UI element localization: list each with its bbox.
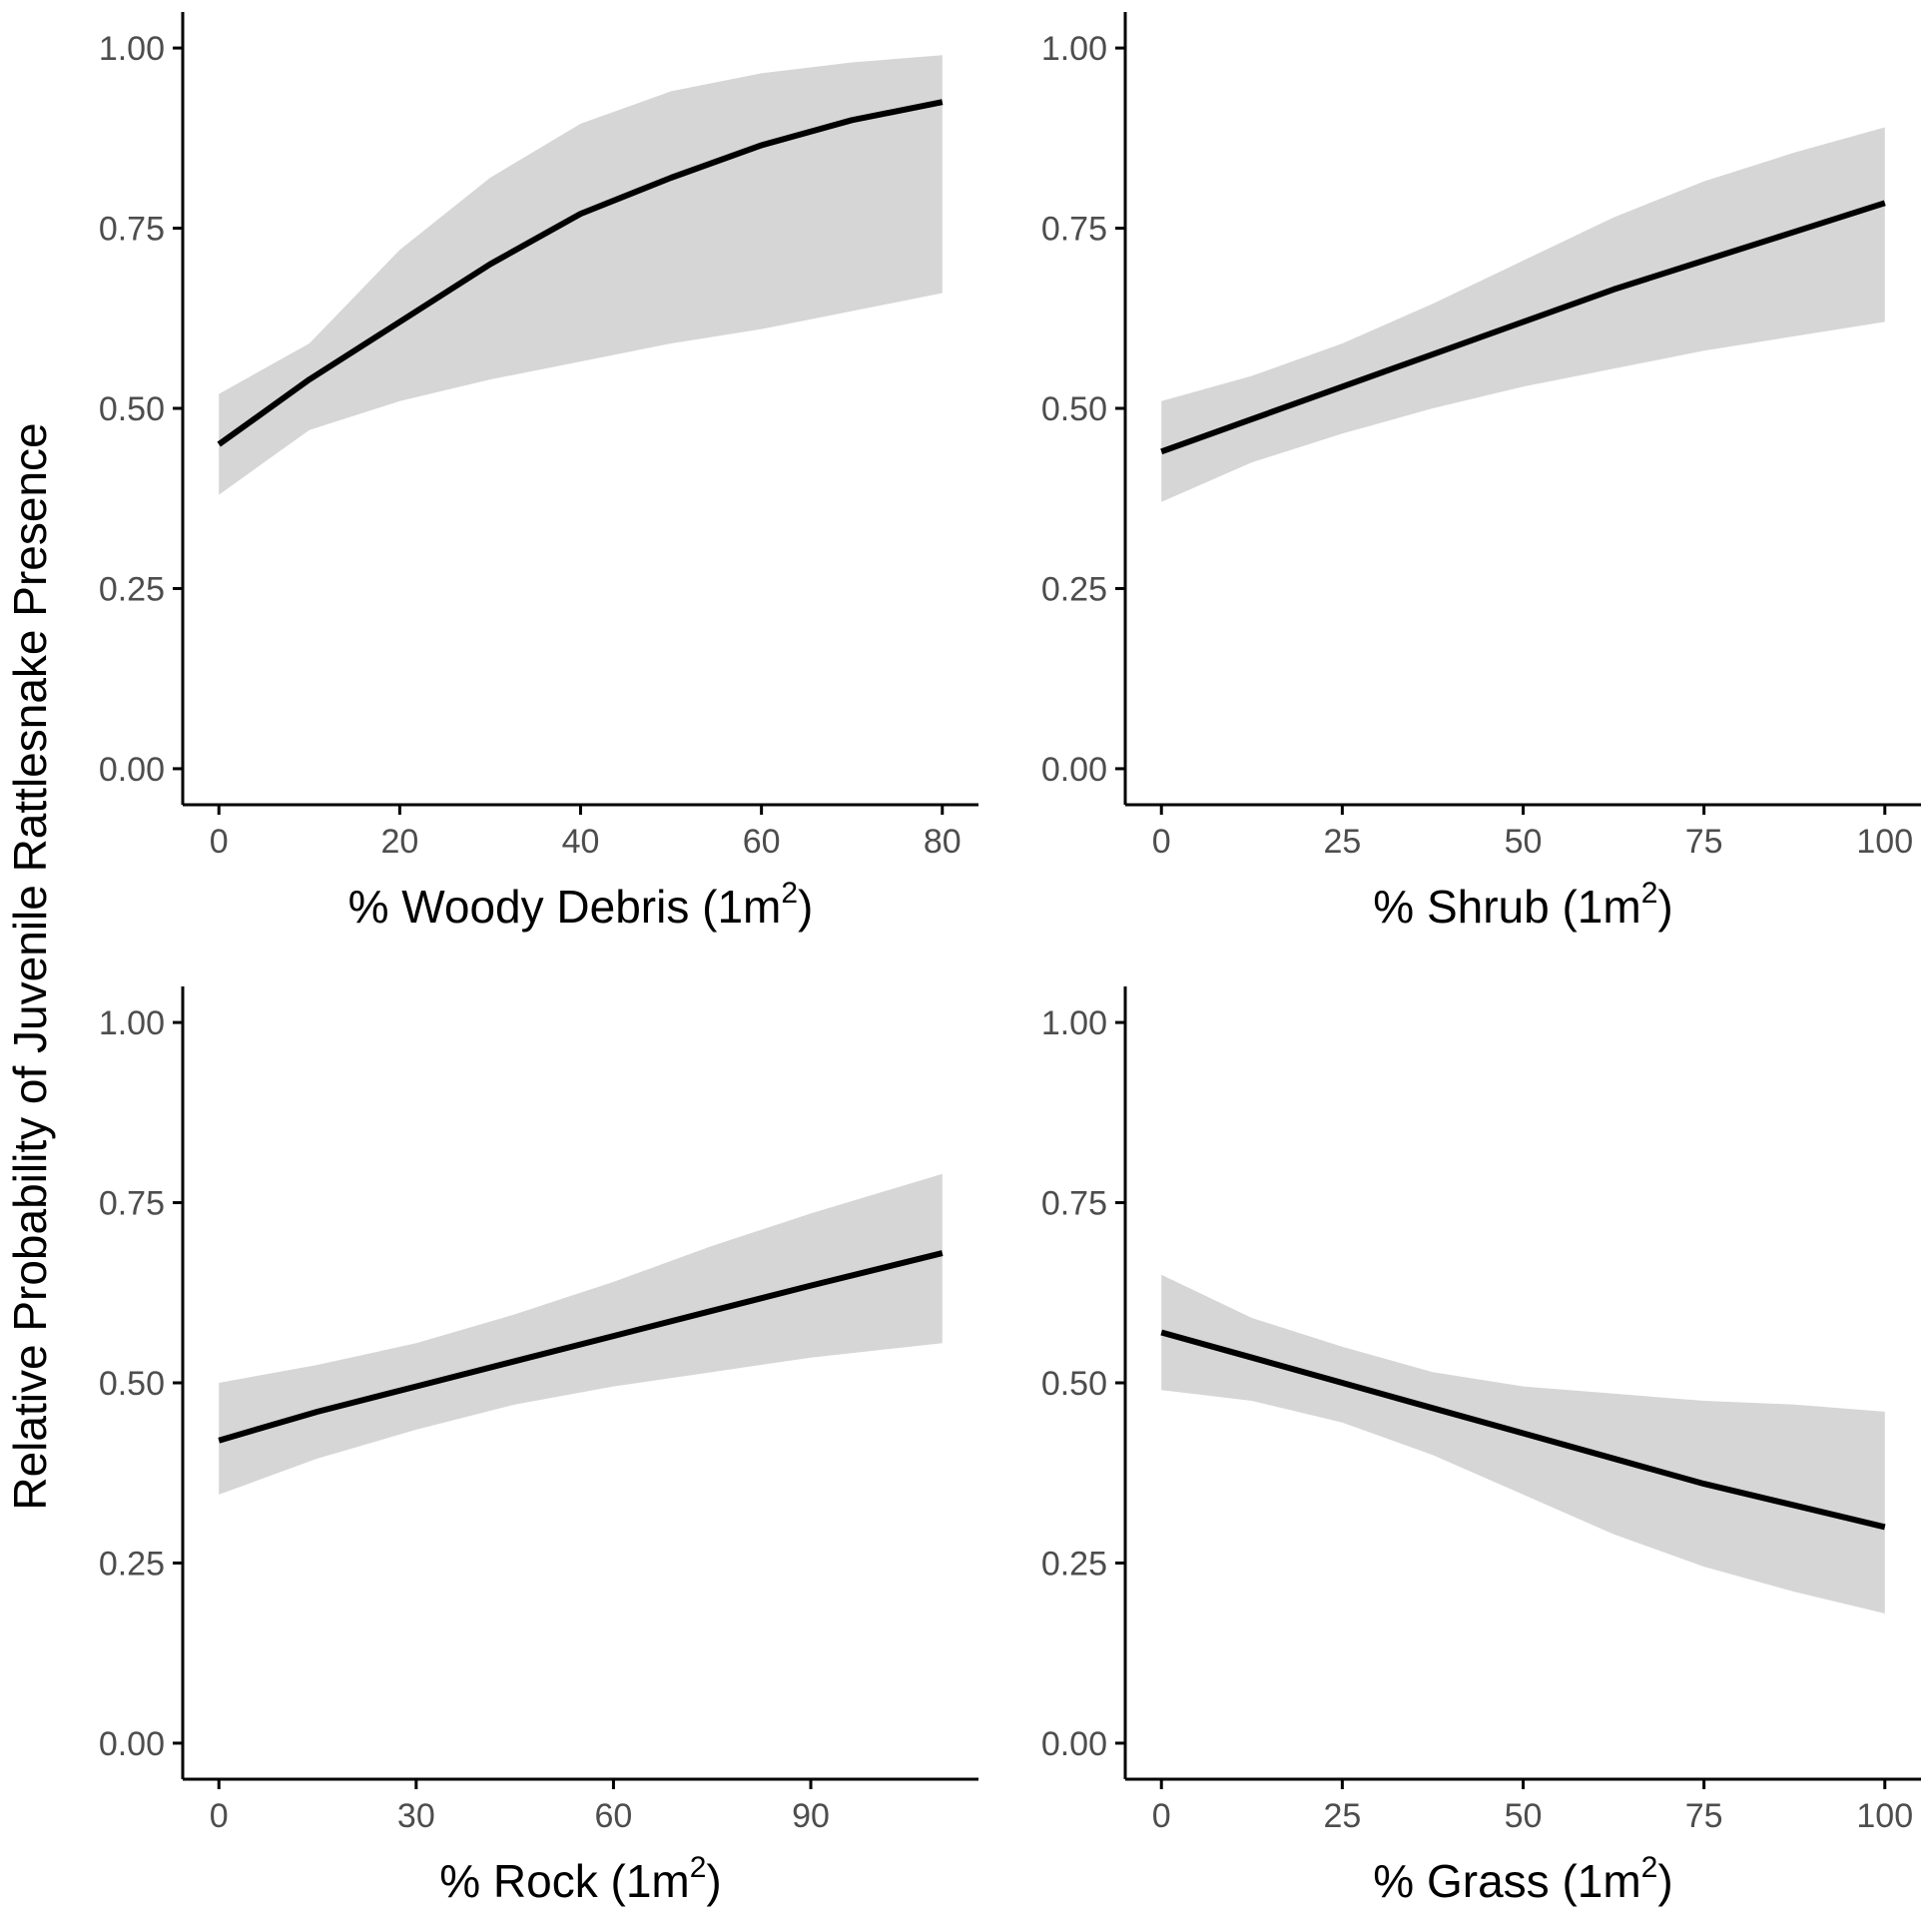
x-tick-label-woody-debris: 0: [210, 823, 229, 861]
x-axis-title-woody-debris: % Woody Debris (1m2): [348, 877, 814, 933]
x-tick-label-shrub: 25: [1323, 823, 1361, 861]
y-axis-title: Relative Probability of Juvenile Rattles…: [4, 422, 56, 1510]
x-tick-label-shrub: 75: [1685, 823, 1723, 861]
y-tick-label-rock: 1.00: [99, 1004, 165, 1042]
y-tick-label-shrub: 1.00: [1041, 30, 1107, 68]
x-tick-label-grass: 25: [1323, 1797, 1361, 1835]
y-tick-label-grass: 1.00: [1041, 1004, 1107, 1042]
confidence-ribbon-shrub: [1161, 127, 1885, 502]
fit-line-woody-debris: [217, 99, 944, 447]
x-tick-label-grass: 100: [1856, 1797, 1913, 1835]
y-tick-label-shrub: 0.00: [1041, 751, 1107, 789]
y-tick-label-grass: 0.25: [1041, 1545, 1107, 1583]
x-tick-label-rock: 0: [210, 1797, 229, 1835]
panel-rock: 0.00 0.25 0.50 0.75 1.00 0 30 60 90 % Rock (1m2): [99, 986, 978, 1907]
x-axis-title-grass: % Grass (1m2): [1373, 1851, 1672, 1907]
x-tick-label-grass: 75: [1685, 1797, 1723, 1835]
x-tick-label-grass: 0: [1152, 1797, 1171, 1835]
x-tick-label-woody-debris: 40: [562, 823, 600, 861]
y-tick-label-grass: 0.50: [1041, 1365, 1107, 1403]
fit-line-rock: [218, 1250, 944, 1444]
y-tick-label-rock: 0.00: [99, 1725, 165, 1763]
y-tick-label-shrub: 0.75: [1041, 211, 1107, 249]
fit-line-grass: [1160, 1329, 1886, 1531]
y-tick-label-grass: 0.75: [1041, 1185, 1107, 1223]
x-tick-label-woody-debris: 20: [380, 823, 418, 861]
x-tick-label-shrub: 0: [1152, 823, 1171, 861]
panel-shrub: 0.00 0.25 0.50 0.75 1.00 0 25 50 75 100 % Shrub (1…: [1041, 12, 1921, 933]
fit-line-shrub: [1160, 200, 1886, 455]
x-axis-title-shrub: % Shrub (1m2): [1373, 877, 1672, 933]
y-tick-label-shrub: 0.50: [1041, 390, 1107, 428]
y-tick-label-rock: 0.50: [99, 1365, 165, 1403]
x-tick-label-rock: 90: [792, 1797, 830, 1835]
x-tick-label-woody-debris: 60: [743, 823, 781, 861]
y-tick-label-rock: 0.25: [99, 1545, 165, 1583]
panel-woody-debris: 0.00 0.25 0.50 0.75 1.00 0 20 40 60 80 % Woody Deb…: [99, 12, 978, 933]
confidence-ribbon-rock: [219, 1173, 943, 1495]
confidence-ribbon-woody-debris: [219, 55, 943, 495]
y-tick-label-woody-debris: 0.00: [99, 751, 165, 789]
y-tick-label-woody-debris: 0.75: [99, 211, 165, 249]
x-tick-label-woody-debris: 80: [924, 823, 962, 861]
y-tick-label-woody-debris: 0.50: [99, 390, 165, 428]
confidence-ribbon-grass: [1161, 1274, 1885, 1613]
x-tick-label-rock: 30: [397, 1797, 435, 1835]
x-tick-label-shrub: 100: [1856, 823, 1913, 861]
panel-grass: 0.00 0.25 0.50 0.75 1.00 0 25 50 75 100 % Grass (1…: [1041, 986, 1921, 1907]
y-tick-label-rock: 0.75: [99, 1185, 165, 1223]
y-tick-label-shrub: 0.25: [1041, 570, 1107, 608]
x-axis-title-rock: % Rock (1m2): [439, 1851, 722, 1907]
y-tick-label-grass: 0.00: [1041, 1725, 1107, 1763]
x-tick-label-rock: 60: [595, 1797, 633, 1835]
y-tick-label-woody-debris: 0.25: [99, 570, 165, 608]
x-tick-label-shrub: 50: [1505, 823, 1543, 861]
y-tick-label-woody-debris: 1.00: [99, 30, 165, 68]
x-tick-label-grass: 50: [1505, 1797, 1543, 1835]
